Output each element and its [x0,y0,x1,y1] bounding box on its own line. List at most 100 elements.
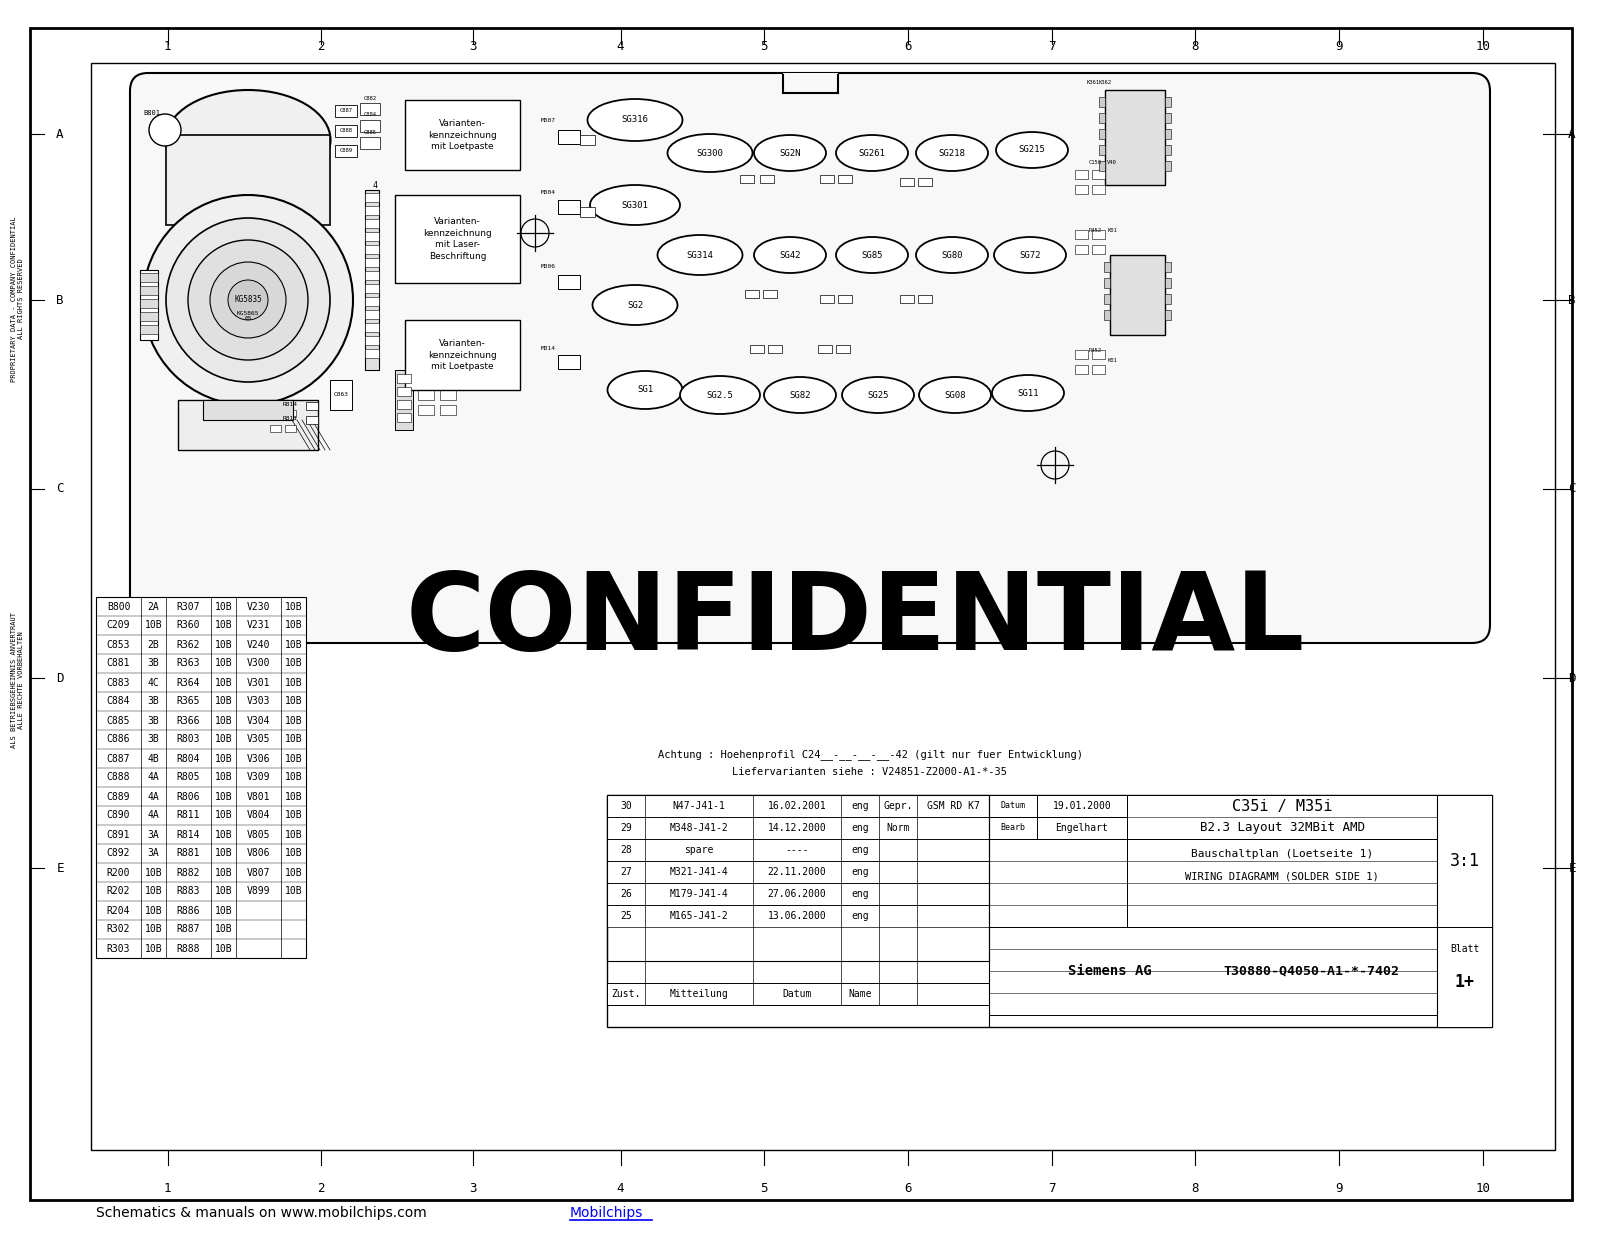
Text: Datum: Datum [782,990,811,999]
Circle shape [229,280,269,320]
Text: 3: 3 [469,40,477,52]
Bar [1126,795,1437,839]
Text: B: B [56,293,64,307]
Bar [606,795,989,816]
Text: 1+: 1+ [1454,974,1475,991]
Bar [203,400,293,421]
Text: eng: eng [851,910,869,922]
Bar [1099,96,1106,106]
Text: 4B: 4B [147,753,160,763]
Bar [270,426,282,432]
Text: 10B: 10B [214,944,232,954]
Text: SG314: SG314 [686,251,714,260]
Bar [365,233,379,241]
Text: 14.12.2000: 14.12.2000 [768,823,826,833]
Text: 10B: 10B [144,905,162,915]
Text: 19.01.2000: 19.01.2000 [1053,802,1112,811]
Bar [1099,129,1106,139]
Text: C883: C883 [107,678,130,688]
Text: ----: ---- [786,845,808,855]
Text: 9: 9 [1336,40,1342,52]
Text: Varianten-
kennzeichnung
mit Laser-
Beschriftung: Varianten- kennzeichnung mit Laser- Besc… [422,216,491,261]
Text: V304: V304 [246,715,270,725]
Text: CONFIDENTIAL: CONFIDENTIAL [405,567,1304,673]
Text: 10B: 10B [144,887,162,897]
Text: PROPRIETARY DATA - COMPANY CONFIDENTIAL
ALL RIGHTS RESERVED: PROPRIETARY DATA - COMPANY CONFIDENTIAL … [11,216,24,382]
Bar [763,289,778,298]
Text: 10B: 10B [285,792,302,802]
Text: R452: R452 [1088,228,1101,233]
Bar [1437,927,1491,1027]
Text: C890: C890 [107,810,130,820]
Text: C: C [56,482,64,496]
Text: C: C [1568,482,1576,496]
Text: 27.06.2000: 27.06.2000 [768,889,826,899]
Text: SG1: SG1 [637,386,653,395]
Bar [365,190,379,370]
Bar [141,270,158,340]
Text: 3A: 3A [147,830,160,840]
Text: WIRING DIAGRAMM (SOLDER SIDE 1): WIRING DIAGRAMM (SOLDER SIDE 1) [1186,871,1379,882]
Bar [397,413,411,422]
Bar [818,345,832,353]
Text: 28: 28 [621,845,632,855]
Text: C884: C884 [363,113,376,118]
Text: R814: R814 [176,830,200,840]
Bar [768,345,782,353]
Bar [1165,96,1171,106]
Text: 10B: 10B [214,715,232,725]
Ellipse shape [590,186,680,225]
Bar [1075,230,1088,239]
Ellipse shape [835,238,909,273]
Bar [365,349,379,357]
Bar [579,135,595,145]
Bar [606,816,989,839]
Text: R811: R811 [283,416,298,421]
Bar [360,120,381,132]
Bar [899,178,914,186]
Text: C209: C209 [107,621,130,631]
Bar [440,404,456,414]
Text: 10B: 10B [214,735,232,745]
Text: SG08: SG08 [944,391,966,400]
Text: 26: 26 [621,889,632,899]
Bar [405,100,520,169]
Text: SG261: SG261 [859,148,885,157]
Text: K01: K01 [1107,228,1117,233]
Ellipse shape [765,377,835,413]
Bar [141,312,158,320]
Bar [1075,169,1088,179]
Bar [360,103,381,115]
Text: 10B: 10B [285,772,302,783]
Text: Varianten-
kennzeichnung
mit Loetpaste: Varianten- kennzeichnung mit Loetpaste [429,119,498,151]
Text: SG218: SG218 [939,148,965,157]
Bar [1165,129,1171,139]
Ellipse shape [915,238,989,273]
Bar [334,145,357,157]
Text: A: A [1568,127,1576,141]
Text: GSM RD K7: GSM RD K7 [926,802,979,811]
Text: 10B: 10B [285,601,302,611]
Bar [606,883,989,905]
Bar [1165,113,1171,122]
Text: C884: C884 [107,696,130,706]
Text: C885: C885 [107,715,130,725]
Circle shape [166,218,330,382]
Text: 2A: 2A [147,601,160,611]
Text: 10B: 10B [144,924,162,934]
Text: R804: R804 [176,753,200,763]
Text: C887: C887 [339,109,352,114]
Text: M165-J41-2: M165-J41-2 [670,910,728,922]
Text: R362: R362 [176,640,200,649]
Text: C887: C887 [107,753,130,763]
Text: 4C: 4C [147,678,160,688]
Bar [606,795,989,961]
Text: 6: 6 [904,40,912,52]
Text: T30880-Q4050-A1-*-7402: T30880-Q4050-A1-*-7402 [1224,965,1400,977]
Bar [838,294,851,303]
Text: eng: eng [851,867,869,877]
Bar [819,294,834,303]
Text: V804: V804 [246,810,270,820]
Text: 3B: 3B [147,735,160,745]
Bar [141,273,158,282]
